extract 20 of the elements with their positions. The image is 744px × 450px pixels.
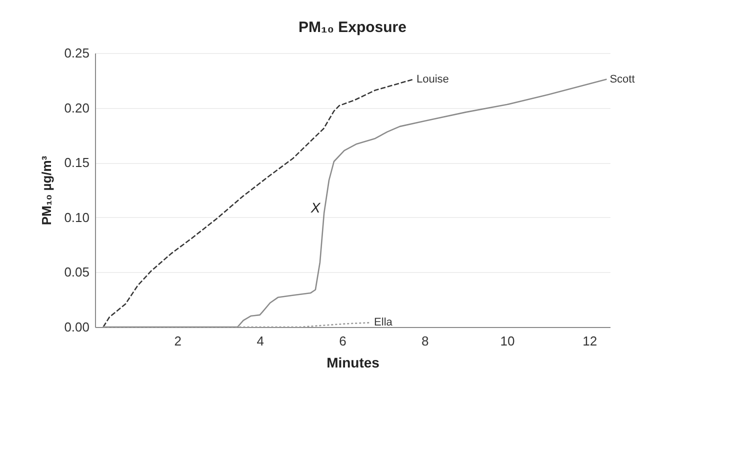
line-series [102,78,414,328]
x-tick-label: 6 [339,334,346,348]
x-axis-title: Minutes [326,354,380,370]
y-tick-label: 0.25 [64,46,90,60]
x-tick-label: 12 [582,334,598,348]
chart-title: PM₁₀ Exposure [298,19,406,36]
series-label: Louise [416,73,449,86]
x-tick-label: 4 [256,334,264,348]
y-tick-label: 0.00 [64,320,90,334]
y-tick-label: 0.10 [64,210,90,225]
y-axis-title: PM₁₀ µg/m³ [39,155,54,226]
series-label: Scott [610,73,635,86]
annotation: X [310,200,321,216]
x-tick-label: 2 [174,334,182,348]
y-tick-label: 0.15 [64,155,90,170]
y-tick-label: 0.20 [64,100,90,116]
y-tick-label: 0.05 [64,264,90,280]
x-tick-label: 8 [421,334,429,348]
x-tick-label: 10 [500,334,515,348]
series-label: Ella [374,316,394,329]
